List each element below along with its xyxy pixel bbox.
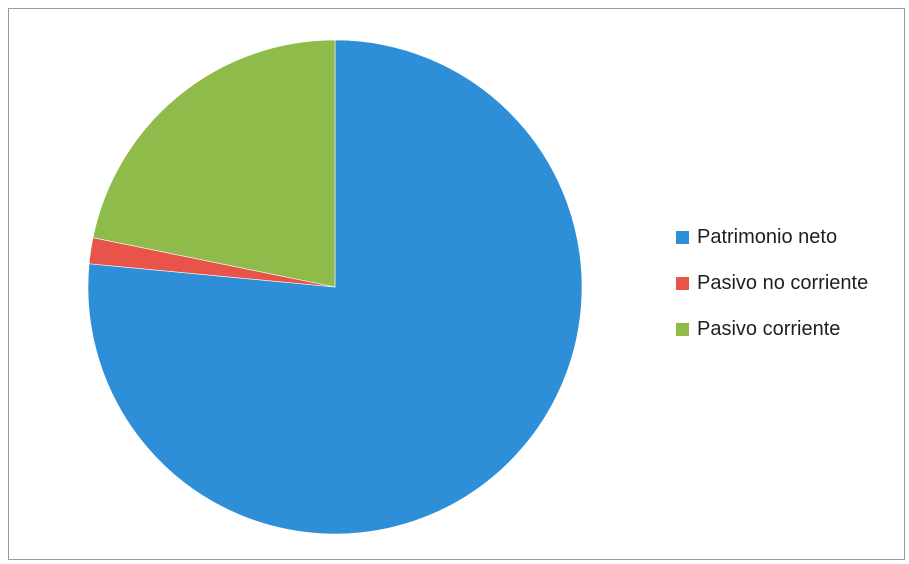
legend-swatch-pasivo-no-corriente xyxy=(676,276,689,290)
pie-slice-pasivo-corriente xyxy=(92,39,336,288)
legend: Patrimonio neto Pasivo no corriente Pasi… xyxy=(676,222,901,360)
legend-swatch-patrimonio-neto xyxy=(676,230,689,244)
legend-item-pasivo-no-corriente: Pasivo no corriente xyxy=(676,268,901,298)
pie-slices xyxy=(87,39,583,535)
legend-label-pasivo-no-corriente: Pasivo no corriente xyxy=(697,271,869,294)
legend-item-patrimonio-neto: Patrimonio neto xyxy=(676,222,901,252)
legend-item-pasivo-corriente: Pasivo corriente xyxy=(676,314,901,344)
legend-label-pasivo-corriente: Pasivo corriente xyxy=(697,317,841,340)
pie-slice-patrimonio-neto xyxy=(87,39,583,535)
legend-label-patrimonio-neto: Patrimonio neto xyxy=(697,225,838,248)
legend-swatch-pasivo-corriente xyxy=(676,322,689,336)
